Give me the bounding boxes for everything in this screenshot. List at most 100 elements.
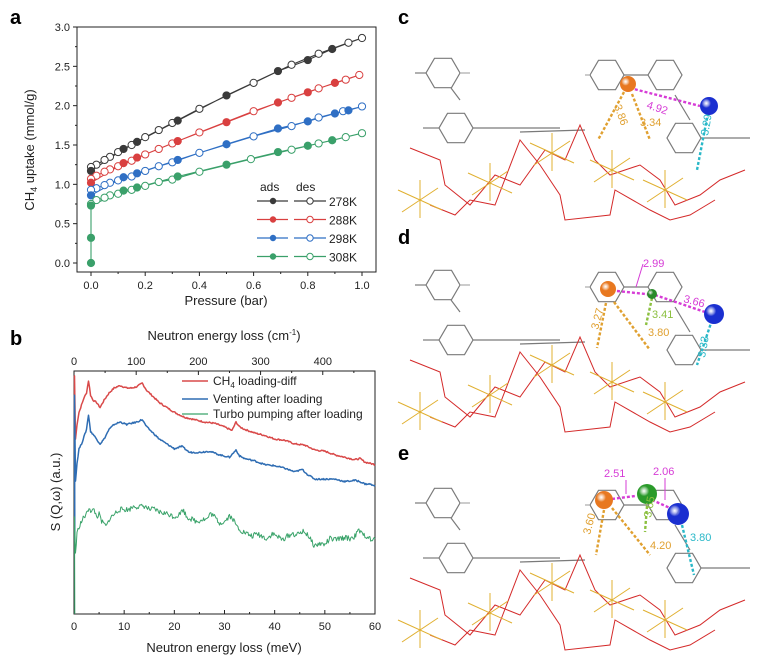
distance-label-3-65: 3.65 <box>642 495 658 518</box>
distance-line-3-60 <box>594 509 606 556</box>
ads-point-298K <box>273 124 283 133</box>
des-point-298K <box>314 113 323 122</box>
structure-d: 2.99 3.66 3.41 3.27 3.80 3.33 <box>397 258 750 433</box>
des-point-298K <box>141 166 150 176</box>
distance-line-3-65 <box>643 505 649 533</box>
ads-point-278K <box>328 44 337 54</box>
des-point-298K <box>287 122 296 131</box>
ads-point-278K <box>132 137 142 146</box>
distance-label-3-27: 3.27 <box>589 307 606 331</box>
distance-label-2-51: 2.51 <box>604 468 625 480</box>
chart-b-x2tick-label: 400 <box>314 356 332 368</box>
legend-header-des: des <box>296 180 315 194</box>
des-point-278K <box>287 60 296 69</box>
bond <box>674 94 691 121</box>
des-point-298K <box>195 148 204 157</box>
ads-point-298K <box>344 106 353 115</box>
chart-a-xtick-label: 0.2 <box>138 280 153 292</box>
ads-point-308K <box>173 172 182 181</box>
chart-b-ylabel: S (Q,ω) (a.u.) <box>48 453 63 532</box>
distance-line-4-92 <box>629 86 701 108</box>
chart-a-xtick-label: 0.0 <box>83 280 98 292</box>
chart-b-xtick-label: 10 <box>118 621 130 633</box>
methane-atom-orange <box>600 281 616 297</box>
ads-point-308K <box>328 136 337 145</box>
legend-des-marker-308K <box>306 252 314 261</box>
legend-label-288K: 288K <box>329 214 357 228</box>
ads-point-308K <box>303 141 312 150</box>
aromatic-ring <box>438 112 474 144</box>
des-point-308K <box>314 139 323 148</box>
legend-label-308K: 308K <box>329 251 357 265</box>
distance-line-3-86 <box>596 91 626 141</box>
chart-b-x2tick-label: 200 <box>189 356 207 368</box>
des-point-288K <box>249 107 258 116</box>
legend-des-marker-278K <box>306 197 314 205</box>
chart-a-ytick-label: 3.0 <box>55 22 70 34</box>
chart-b-x2tick-label: 300 <box>251 356 269 368</box>
des-point-278K <box>344 38 353 47</box>
des-point-278K <box>154 125 163 135</box>
ads-point-278K <box>173 116 182 125</box>
ads-point-288K <box>222 118 231 127</box>
chart-a-ytick-label: 0.0 <box>55 258 70 270</box>
distance-label-2-06: 2.06 <box>653 466 674 478</box>
chart-b-ins-spectra: 0 10 20 30 40 50 60 0 100 200 300 400 Neutron energ… <box>48 328 381 655</box>
des-point-288K <box>154 144 163 154</box>
ads-point-288K <box>330 78 339 87</box>
aromatic-ring <box>425 57 461 89</box>
legend-des-marker-298K <box>306 234 314 242</box>
des-point-288K <box>100 167 109 176</box>
chart-b-x2tick-label: 0 <box>71 356 77 368</box>
chart-a-xtick-label: 0.8 <box>300 280 315 292</box>
panel-label-b: b <box>10 328 22 350</box>
aromatic-ring <box>666 552 702 584</box>
legend-ads-marker-278K <box>269 197 277 205</box>
ads-point-278K <box>222 91 231 100</box>
distance-label-3-29: 3.29 <box>699 113 715 136</box>
methane-atom-blue <box>700 97 718 115</box>
des-point-308K <box>341 133 350 142</box>
distance-line-2-06 <box>651 498 671 510</box>
chart-b-xtick-label: 40 <box>269 621 281 633</box>
spectrum-line-0 <box>73 375 376 481</box>
chart-a-legend: ads des 278K 288K 298K 308K <box>257 180 357 265</box>
legend-label-ch4: CH4 loading-diff <box>213 374 297 390</box>
ads-point-308K <box>132 183 142 192</box>
distance-line-3-34 <box>630 93 652 141</box>
ads-point-278K <box>86 166 96 176</box>
ads-point-288K <box>119 158 128 168</box>
distance-label-3-86: 3.86 <box>611 103 630 127</box>
des-point-288K <box>287 93 296 102</box>
des-point-288K <box>141 150 150 159</box>
chart-a-xtick-label: 0.4 <box>192 280 207 292</box>
des-point-278K <box>141 133 150 142</box>
aromatic-ring <box>647 59 683 91</box>
aromatic-ring <box>425 269 461 301</box>
des-point-308K <box>100 193 109 202</box>
des-point-308K <box>154 177 163 187</box>
bond <box>450 87 461 101</box>
panel-label-c: c <box>398 7 409 29</box>
distance-line-2-51 <box>611 494 636 501</box>
panel-label-a: a <box>10 7 22 29</box>
ads-point-298K <box>173 155 182 165</box>
ads-point-308K <box>119 186 128 195</box>
framework-oxygen-chain <box>429 139 716 221</box>
des-point-308K <box>287 145 296 154</box>
des-point-278K <box>314 49 323 58</box>
distance-line-3-66 <box>654 293 709 315</box>
legend-label-298K: 298K <box>329 232 357 246</box>
aromatic-ring <box>425 487 461 519</box>
des-point-308K <box>92 195 101 205</box>
chart-a-ytick-label: 2.5 <box>55 61 70 73</box>
des-point-298K <box>154 162 163 171</box>
chart-a-ytick-label: 2.0 <box>55 101 70 113</box>
aromatic-ring <box>438 542 474 574</box>
chart-b-xtick-label: 0 <box>71 621 77 633</box>
chart-a-ytick-label: 1.5 <box>55 140 70 152</box>
bond <box>519 559 586 563</box>
legend-header-ads: ads <box>260 180 279 194</box>
distance-label-4-92: 4.92 <box>645 99 669 117</box>
